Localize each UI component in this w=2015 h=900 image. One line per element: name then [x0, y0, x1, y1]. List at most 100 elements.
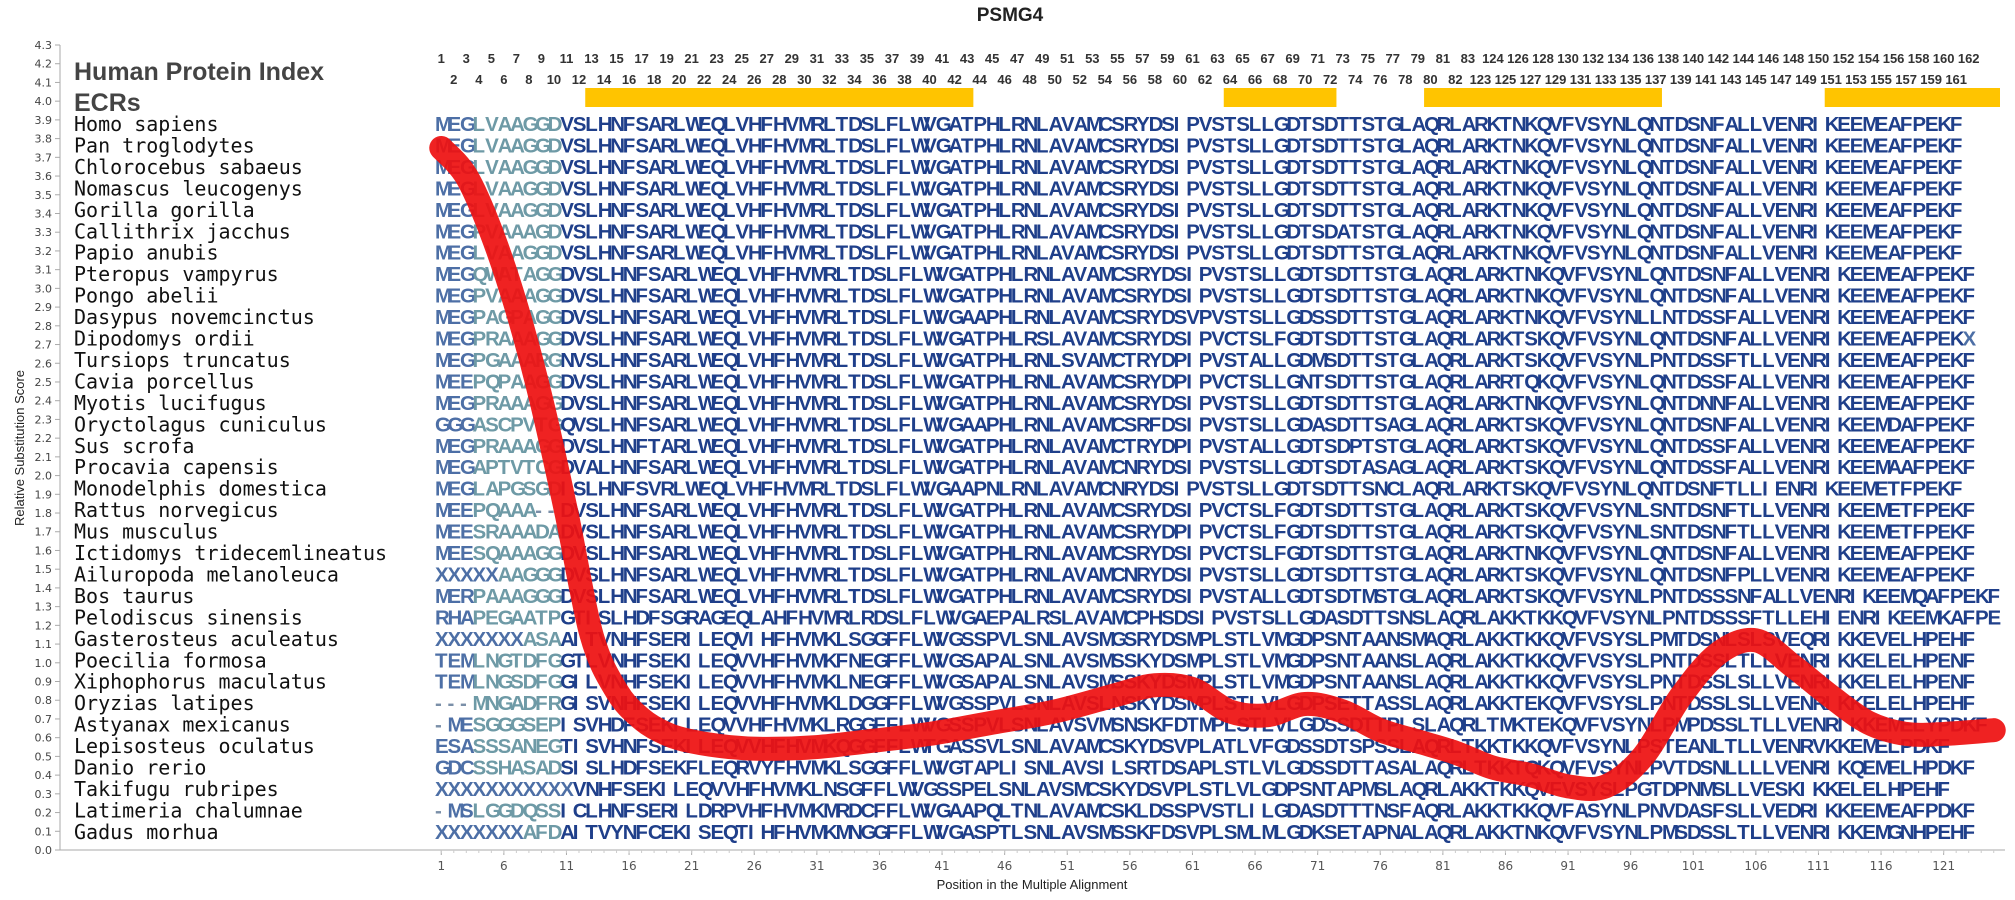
residue: L [998, 757, 1011, 780]
residue: Y [1136, 199, 1150, 222]
residue: D [560, 328, 575, 351]
y-ticks: 0.00.10.20.30.40.50.60.70.80.91.01.11.21… [35, 39, 60, 857]
residue: F [1950, 113, 1963, 136]
x-tick-label: 81 [1435, 859, 1450, 873]
residue: I [1825, 499, 1831, 522]
residue: T [836, 199, 849, 222]
residue: I [1186, 349, 1192, 372]
index-label: 137 [1645, 72, 1667, 87]
residue: A [1887, 134, 1902, 157]
residue: L [1412, 306, 1425, 329]
residue: F [1712, 177, 1725, 200]
residue: F [1725, 263, 1738, 286]
residue: A [1074, 220, 1089, 243]
residue: R [1812, 306, 1827, 329]
residue: L [1900, 692, 1913, 715]
residue: A [648, 199, 663, 222]
residue: V [1574, 156, 1588, 179]
index-label: 158 [1908, 51, 1930, 66]
residue: L [1048, 499, 1061, 522]
residue: N [1649, 113, 1664, 136]
residue: G [1387, 199, 1403, 222]
residue: L [1224, 778, 1237, 801]
residue: V [1574, 113, 1588, 136]
residue: R [1474, 134, 1489, 157]
residue: A [1462, 156, 1477, 179]
residue: S [1587, 199, 1601, 222]
residue: F [1574, 285, 1587, 308]
species-label: Danio rerio [74, 756, 206, 780]
residue: Q [473, 263, 489, 286]
residue: L [723, 199, 736, 222]
species-label: Homo sapiens [74, 112, 219, 136]
residue: T [1361, 521, 1374, 544]
residue: A [1074, 113, 1089, 136]
residue: V [923, 242, 937, 265]
residue: T [1374, 220, 1387, 243]
residue: T [1499, 478, 1512, 501]
index-label: 129 [1545, 72, 1567, 87]
residue: G [548, 328, 564, 351]
residue: R [1800, 177, 1815, 200]
species-label: Gadus morhua [74, 820, 219, 844]
residue: S [1111, 134, 1125, 157]
residue: L [1712, 735, 1725, 758]
residue: T [1224, 177, 1237, 200]
residue: T [848, 370, 861, 393]
residue: T [535, 606, 548, 629]
residue: L [1036, 113, 1049, 136]
residue: P [973, 156, 987, 179]
residue: L [673, 242, 686, 265]
residue: T [961, 177, 974, 200]
index-label: 155 [1870, 72, 1892, 87]
residue: F [1725, 435, 1738, 458]
residue: W [923, 306, 943, 329]
residue: F [635, 757, 648, 780]
residue: S [1111, 242, 1125, 265]
residue: I [1812, 799, 1818, 822]
species-label: Tursiops truncatus [74, 348, 291, 372]
residue: L [836, 456, 849, 479]
residue: T [1512, 370, 1525, 393]
residue: R [660, 177, 675, 200]
residue: A [948, 199, 963, 222]
residue: T [1499, 134, 1512, 157]
residue: T [848, 285, 861, 308]
residue: - [435, 714, 442, 737]
residue: H [748, 177, 763, 200]
residue: F [773, 285, 786, 308]
residue: F [898, 263, 911, 286]
residue: M [811, 263, 828, 286]
residue: N [1624, 285, 1639, 308]
index-label: 53 [1085, 51, 1099, 66]
residue: S [635, 220, 649, 243]
residue: F [886, 220, 899, 243]
sequence-row: MEGLAPGSGDI SLHNFSVRLWEQLVHFHVMRLTDSLFLWV… [435, 478, 1962, 501]
residue: F [886, 242, 899, 265]
residue: N [1787, 220, 1802, 243]
residue: K [1487, 156, 1502, 179]
residue: L [1737, 714, 1750, 737]
residue: L [1412, 563, 1425, 586]
residue: V [1775, 263, 1789, 286]
residue: Q [710, 113, 726, 136]
residue: E [448, 306, 462, 329]
residue: M [435, 306, 452, 329]
residue: L [1737, 220, 1750, 243]
index-label: 45 [985, 51, 999, 66]
residue: L [1399, 113, 1412, 136]
residue: L [1274, 821, 1287, 844]
residue: L [836, 757, 849, 780]
residue: F [535, 692, 548, 715]
residue: T [1387, 563, 1400, 586]
residue: S [1687, 156, 1701, 179]
residue: L [1462, 456, 1475, 479]
residue: D [1324, 242, 1339, 265]
residue: E [1875, 220, 1889, 243]
residue: A [1900, 306, 1915, 329]
residue: T [1324, 778, 1337, 801]
index-label: 62 [1198, 72, 1212, 87]
residue: L [1211, 649, 1224, 672]
residue: A [510, 177, 525, 200]
residue: L [598, 349, 611, 372]
